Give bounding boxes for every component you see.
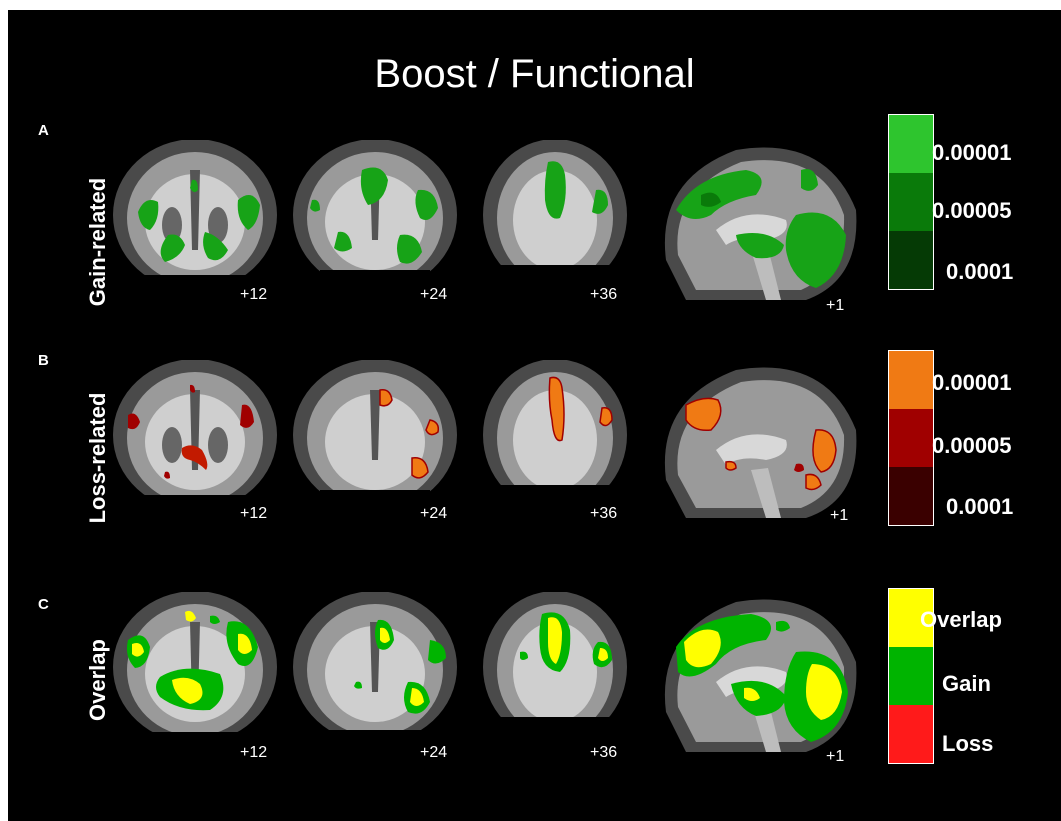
brain-slice-coronal-c3	[480, 592, 630, 757]
scale-cell	[889, 589, 933, 647]
slice-coordinate: +36	[590, 744, 618, 761]
brain-slice-coronal-c2	[290, 592, 460, 757]
scale-label: 0.00001	[932, 370, 1012, 395]
coronal-brain-image	[483, 592, 627, 757]
coronal-brain-image	[113, 140, 277, 305]
brain-slice-coronal-b3	[480, 360, 630, 520]
figure-canvas: Boost / Functional A Gain-related +12	[8, 10, 1061, 821]
scale-cell	[889, 231, 933, 289]
slice-coordinate: +1	[826, 748, 845, 765]
scale-cell	[889, 705, 933, 763]
row-label-loss: Loss-related	[85, 392, 110, 524]
sagittal-brain-image	[664, 367, 857, 518]
scale-cell	[889, 115, 933, 173]
brain-slice-sagittal-b	[656, 360, 861, 520]
slice-coordinate: +12	[240, 286, 268, 303]
sagittal-brain-image	[664, 147, 857, 300]
color-scale-loss	[888, 350, 934, 526]
brain-slice-coronal-c1	[110, 592, 280, 757]
scale-label: 0.00005	[932, 433, 1012, 458]
panel-letter-a: A	[38, 122, 49, 139]
color-scale-gain	[888, 114, 934, 290]
panel-letter-c: C	[38, 596, 49, 613]
slice-coordinate: +1	[826, 297, 845, 314]
coronal-brain-image	[113, 592, 277, 757]
slice-coordinate: +36	[590, 286, 618, 303]
brain-slice-coronal-b2	[290, 360, 460, 520]
brain-slice-coronal-a3	[480, 140, 630, 305]
coronal-brain-image	[113, 360, 277, 520]
coronal-brain-image	[293, 360, 457, 520]
scale-label: 0.0001	[946, 259, 1014, 284]
scale-cell	[889, 173, 933, 231]
scale-cell	[889, 409, 933, 467]
scale-cell	[889, 467, 933, 525]
slice-coordinate: +36	[590, 505, 618, 522]
brain-slice-coronal-b1	[110, 360, 280, 520]
color-scale-overlap	[888, 588, 934, 764]
slice-coordinate: +24	[420, 744, 448, 761]
slice-coordinate: +12	[240, 505, 268, 522]
scale-label: Loss	[942, 731, 994, 756]
brain-slice-sagittal-c	[656, 592, 861, 757]
coronal-brain-image	[483, 360, 627, 520]
scale-cell	[889, 647, 933, 705]
brain-slice-sagittal-a	[656, 140, 861, 305]
figure-title: Boost / Functional	[374, 52, 695, 96]
slice-coordinate: +12	[240, 744, 268, 761]
scale-cell	[889, 351, 933, 409]
panel-letter-b: B	[38, 352, 49, 369]
brain-slice-coronal-a1	[110, 140, 280, 305]
coronal-brain-image	[293, 592, 457, 757]
scale-label: 0.00005	[932, 198, 1012, 223]
coronal-brain-image	[483, 140, 627, 305]
scale-label: 0.0001	[946, 494, 1014, 519]
coronal-brain-image	[293, 140, 457, 305]
scale-label: Overlap	[920, 607, 1002, 632]
scale-label: 0.00001	[932, 140, 1012, 165]
row-label-overlap: Overlap	[85, 639, 110, 721]
slice-coordinate: +24	[420, 505, 448, 522]
slice-coordinate: +24	[420, 286, 448, 303]
brain-slice-coronal-a2	[290, 140, 460, 305]
sagittal-brain-image	[664, 599, 857, 752]
scale-label: Gain	[942, 671, 991, 696]
slice-coordinate: +1	[830, 507, 849, 524]
row-label-gain: Gain-related	[85, 177, 110, 307]
